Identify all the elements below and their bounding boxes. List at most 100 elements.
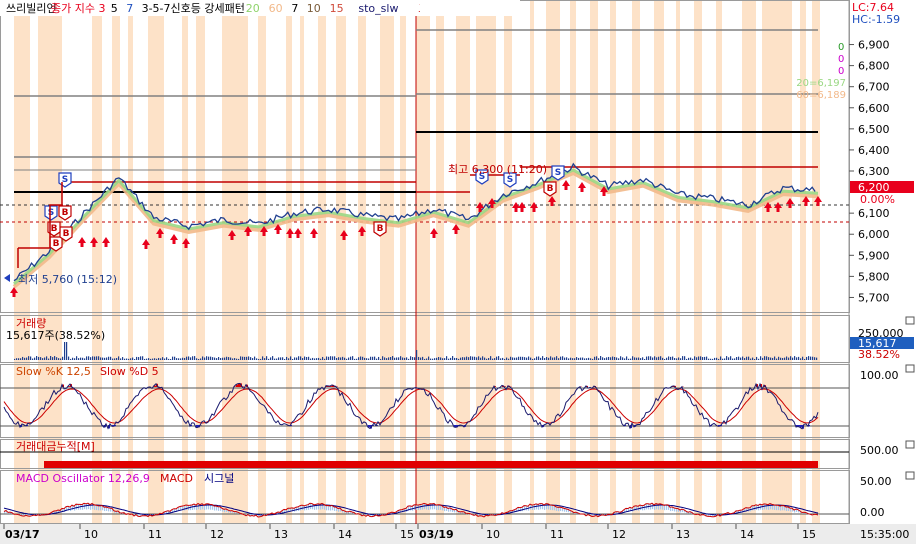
oversold-mark bbox=[376, 425, 378, 426]
volume-bar bbox=[414, 357, 416, 360]
highlight-band bbox=[504, 1, 512, 524]
volume-bar bbox=[152, 358, 154, 360]
volume-bar bbox=[794, 356, 796, 360]
macd-osc-bar bbox=[86, 503, 88, 510]
volume-bar bbox=[584, 358, 586, 360]
up-arrow-icon bbox=[512, 202, 520, 212]
signal-letter: S bbox=[507, 175, 513, 185]
x-tick-label: 15 bbox=[400, 528, 414, 541]
macd-osc-bar bbox=[628, 508, 630, 512]
macd-osc-bar bbox=[342, 510, 344, 513]
macd-osc-bar bbox=[208, 503, 210, 510]
macd-osc-bar bbox=[250, 514, 252, 516]
volume-bar bbox=[328, 356, 330, 360]
macd-osc-bar bbox=[798, 509, 800, 513]
volume-bar bbox=[76, 356, 78, 360]
volume-bar bbox=[126, 358, 128, 360]
volume-bar bbox=[138, 357, 140, 360]
volume-bar bbox=[384, 357, 386, 360]
volume-bar bbox=[490, 356, 492, 360]
x-tick-label: 14 bbox=[740, 528, 754, 541]
highlight-band bbox=[530, 1, 534, 524]
macd-osc-bar bbox=[530, 504, 532, 510]
volume-bar bbox=[430, 358, 432, 360]
price-tick-label: 6,300 bbox=[858, 165, 890, 178]
macd-osc-bar bbox=[482, 514, 484, 516]
macd-osc-bar bbox=[516, 509, 518, 513]
volume-bar bbox=[286, 356, 288, 360]
macd-osc-bar bbox=[108, 507, 110, 512]
volume-bar bbox=[456, 357, 458, 360]
oversold-mark bbox=[372, 425, 374, 426]
macd-osc-bar bbox=[366, 514, 368, 516]
volume-bar bbox=[268, 358, 270, 360]
macd-osc-bar bbox=[68, 506, 70, 511]
volume-bar bbox=[148, 358, 150, 360]
highlight-band bbox=[112, 1, 120, 524]
volume-bar bbox=[96, 356, 98, 360]
macd-title: MACD bbox=[160, 472, 193, 485]
volume-bar bbox=[450, 357, 452, 360]
volume-bar bbox=[600, 356, 602, 360]
price-layer bbox=[12, 162, 819, 289]
volume-bar bbox=[310, 358, 312, 360]
macd-osc-bar bbox=[674, 507, 676, 512]
macd-osc-bar bbox=[670, 507, 672, 512]
volume-bar bbox=[122, 357, 124, 360]
macd-osc-bar bbox=[474, 514, 476, 516]
volume-bar bbox=[566, 357, 568, 360]
volume-bar bbox=[208, 356, 210, 360]
volume-bar bbox=[184, 357, 186, 360]
macd-osc-bar bbox=[744, 508, 746, 512]
macd-osc-bar bbox=[212, 504, 214, 510]
volume-bar bbox=[558, 358, 560, 360]
price-tick-label: 6,700 bbox=[858, 81, 890, 94]
volume-bar bbox=[720, 356, 722, 360]
sell-signal-icon bbox=[475, 169, 489, 185]
macd-osc-bar bbox=[164, 512, 166, 514]
macd-osc-bar bbox=[24, 514, 26, 516]
volume-bar bbox=[58, 358, 60, 360]
highlight-bands bbox=[14, 1, 820, 524]
macd-osc-bar bbox=[56, 510, 58, 513]
volume-bar bbox=[74, 358, 76, 360]
macd-osc-bar bbox=[462, 511, 464, 514]
volume-bar bbox=[324, 358, 326, 360]
ma20-label: 20=6,197 bbox=[796, 78, 846, 89]
volume-bar bbox=[682, 356, 684, 360]
high-annotation: 최고 6,300 (11:20) bbox=[448, 163, 547, 176]
volume-bar bbox=[704, 356, 706, 360]
volume-bar bbox=[690, 357, 692, 360]
volume-bar bbox=[604, 358, 606, 360]
up-arrow-icon bbox=[814, 196, 822, 206]
macd-osc-bar bbox=[624, 509, 626, 513]
macd-osc-bar bbox=[560, 507, 562, 512]
macd-osc-bar bbox=[114, 510, 116, 513]
volume-bar bbox=[362, 356, 364, 360]
macd-osc-bar bbox=[762, 504, 764, 510]
macd-osc-bar bbox=[176, 508, 178, 512]
highlight-band bbox=[812, 1, 820, 524]
macd-osc-bar bbox=[436, 505, 438, 511]
macd-osc-bar bbox=[446, 507, 448, 512]
macd-osc-bar bbox=[22, 514, 24, 516]
volume-bar bbox=[292, 358, 294, 360]
macd-osc-bar bbox=[552, 505, 554, 511]
volume-bar bbox=[128, 358, 130, 360]
volume-bar bbox=[154, 358, 156, 360]
volume-bar bbox=[770, 357, 772, 360]
volume-bar bbox=[578, 357, 580, 360]
macd-osc-bar bbox=[112, 508, 114, 512]
panel-close-buttons[interactable] bbox=[905, 316, 915, 480]
macd-osc-bar bbox=[574, 512, 576, 514]
volume-bar bbox=[376, 358, 378, 360]
volume-bar bbox=[220, 358, 222, 360]
volume-bar bbox=[798, 356, 800, 360]
macd-osc-bar bbox=[184, 505, 186, 511]
volume-bar bbox=[330, 356, 332, 360]
volume-bar bbox=[774, 356, 776, 360]
macd-osc-bar bbox=[456, 509, 458, 513]
macd-osc-bar bbox=[662, 504, 664, 510]
volume-bar bbox=[172, 356, 174, 360]
